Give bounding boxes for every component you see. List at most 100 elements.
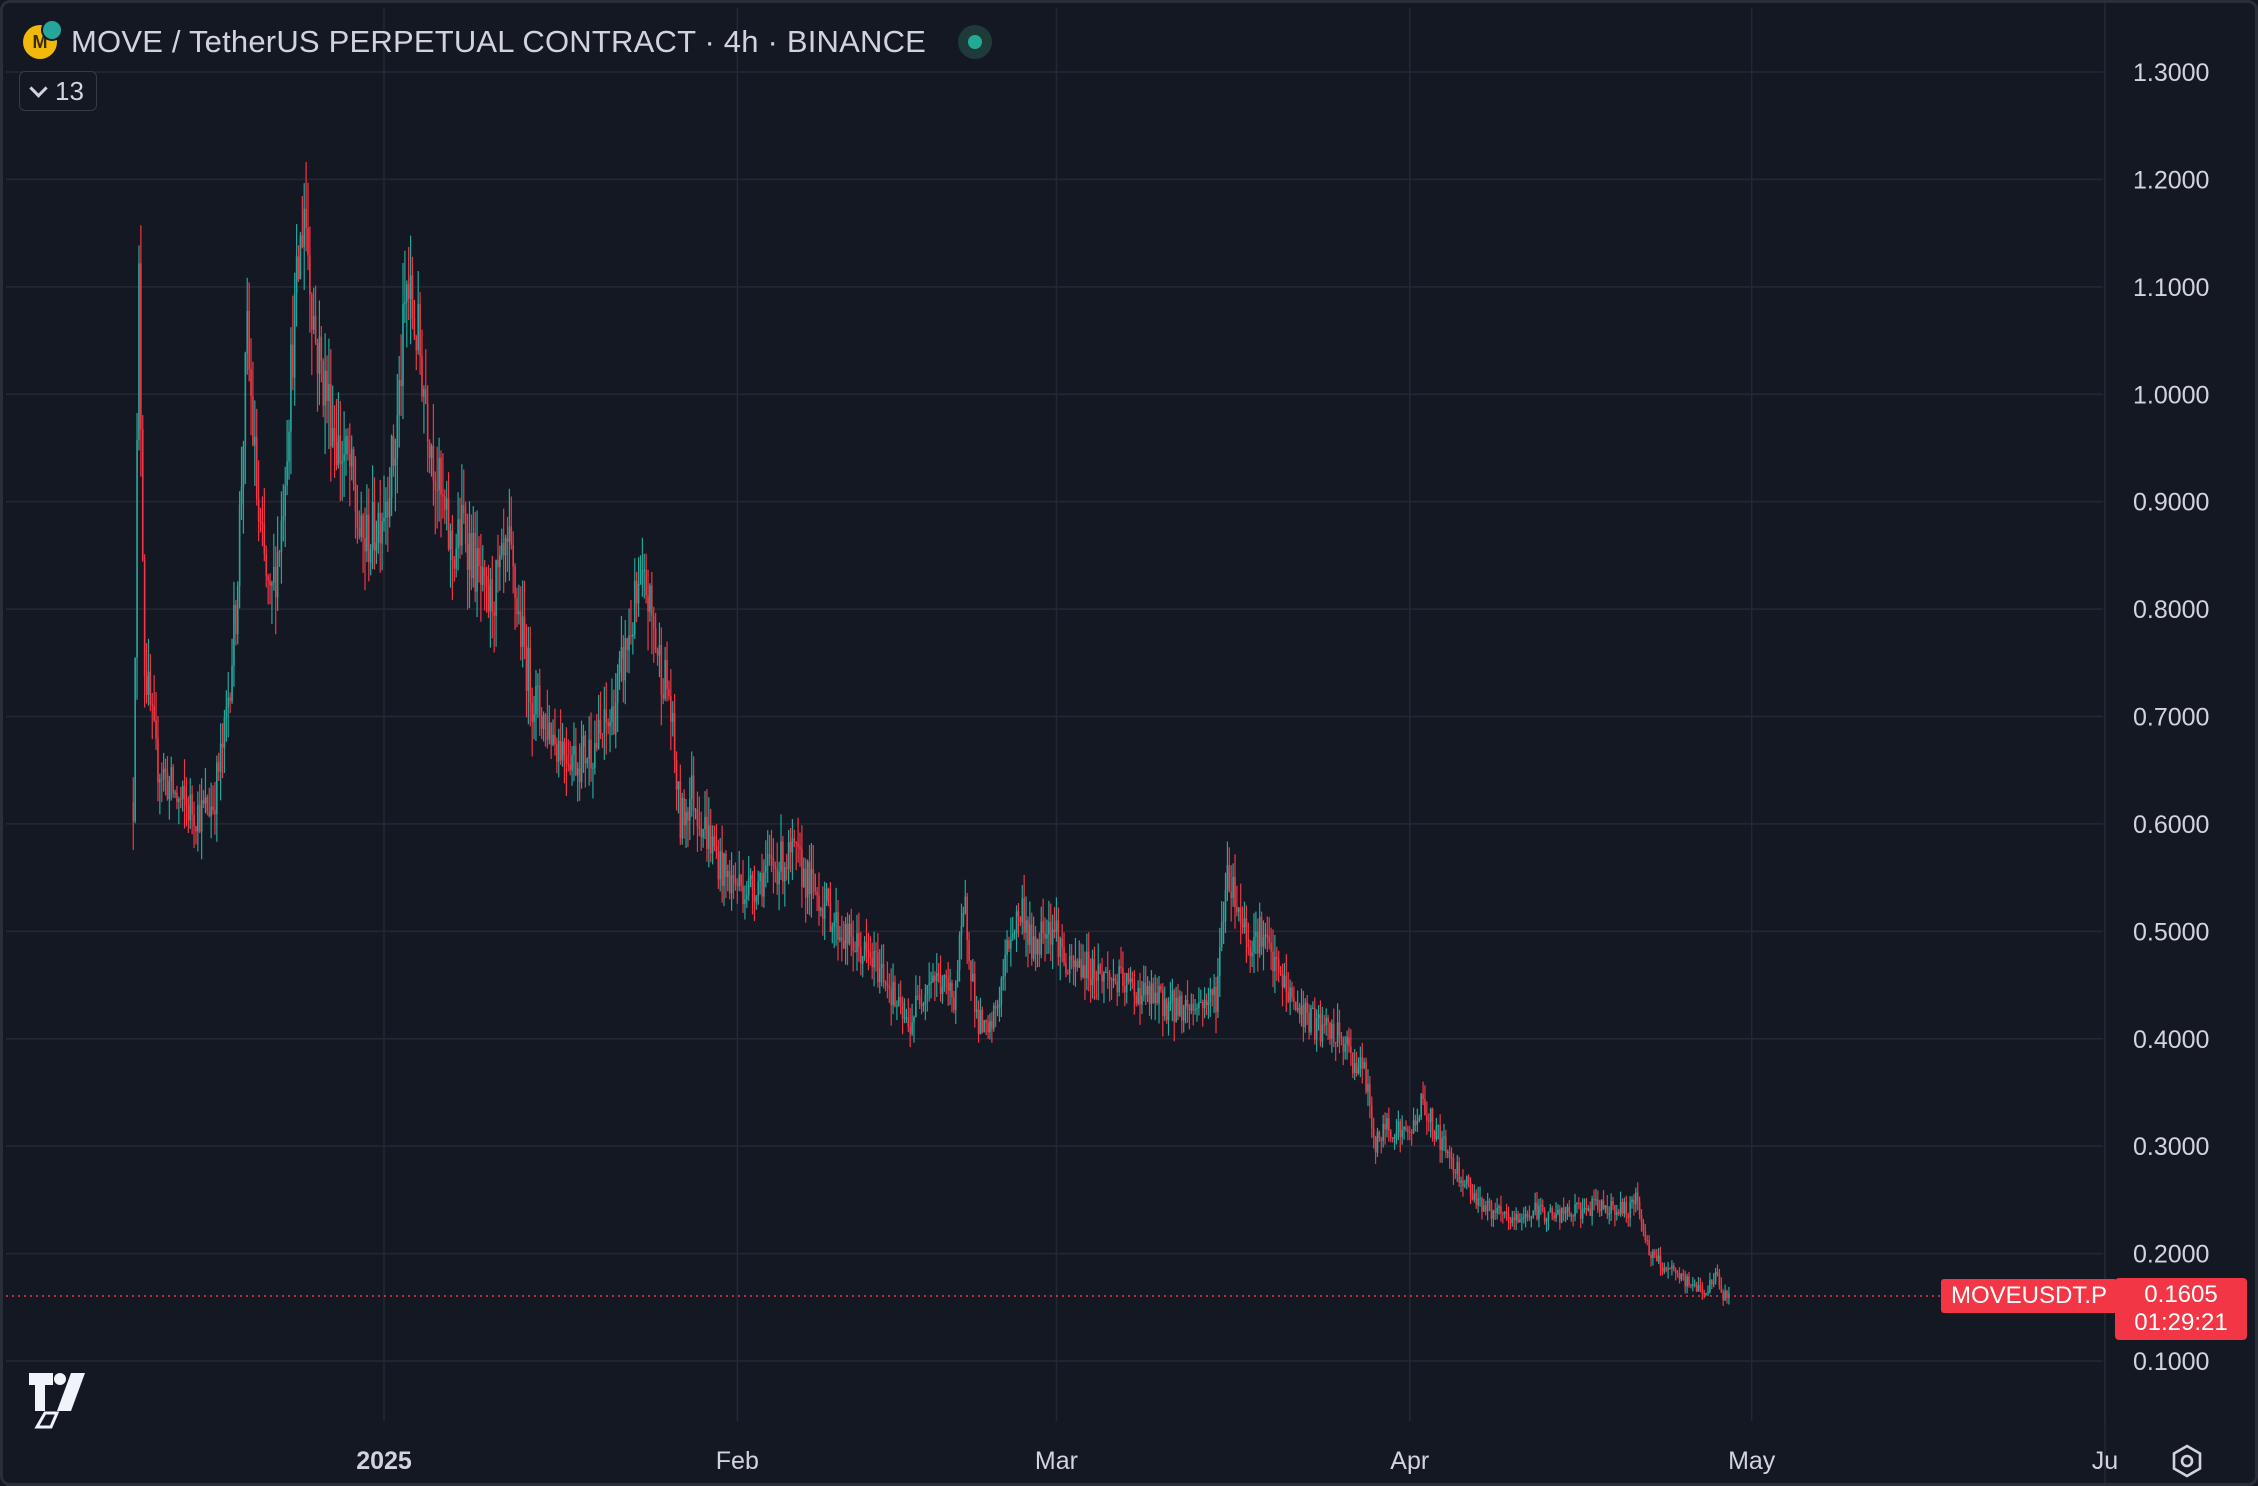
- candle: [373, 477, 376, 570]
- candle: [662, 678, 665, 705]
- candle: [195, 825, 197, 845]
- candle: [176, 785, 178, 810]
- candle: [1030, 912, 1033, 966]
- candle: [1724, 1284, 1726, 1301]
- candle: [597, 694, 600, 750]
- candle: [1365, 1057, 1367, 1095]
- candle: [242, 440, 245, 534]
- candle: [1598, 1199, 1601, 1217]
- candle: [442, 453, 444, 519]
- candle: [844, 916, 847, 965]
- y-tick-label: 0.7000: [2133, 704, 2209, 732]
- candle: [1663, 1262, 1666, 1275]
- candlestick-chart[interactable]: 1.3000 1.2000 1.1000 1.0000 0.9000 0.8000 0.70…: [3, 3, 2258, 1486]
- candle: [1604, 1205, 1607, 1214]
- coin-logo-icon: M: [23, 19, 63, 59]
- candle: [882, 944, 885, 989]
- candle: [1522, 1207, 1525, 1224]
- candle: [1351, 1052, 1354, 1079]
- candle: [896, 1000, 898, 1021]
- candle: [250, 338, 252, 436]
- candle: [803, 857, 805, 888]
- candle: [525, 624, 528, 718]
- candle: [877, 933, 879, 988]
- settings-icon[interactable]: [2169, 1443, 2205, 1479]
- market-status-icon[interactable]: [958, 25, 993, 59]
- x-tick-label: Ju: [2092, 1447, 2118, 1475]
- candle: [1192, 993, 1195, 1026]
- candle: [1534, 1192, 1536, 1216]
- candle: [280, 491, 283, 584]
- candle: [1108, 969, 1111, 1002]
- x-tick-label: Feb: [716, 1447, 759, 1475]
- candle: [219, 723, 222, 801]
- candle: [495, 559, 497, 647]
- candle: [193, 801, 195, 848]
- candle: [878, 949, 881, 994]
- candle: [1500, 1195, 1502, 1222]
- price-axis[interactable]: 1.3000 1.2000 1.1000 1.0000 0.9000 0.8000 0.70…: [2133, 59, 2209, 1376]
- candle: [1393, 1134, 1396, 1150]
- candle: [816, 887, 818, 912]
- candle: [1403, 1125, 1405, 1140]
- candle: [1676, 1270, 1679, 1278]
- candle: [447, 472, 450, 552]
- candle: [265, 545, 268, 588]
- x-tick-label: Mar: [1035, 1447, 1078, 1475]
- candle: [953, 990, 955, 1014]
- candle: [972, 959, 974, 983]
- candle: [331, 385, 334, 449]
- candle: [1657, 1247, 1660, 1264]
- tradingview-logo[interactable]: [27, 1367, 89, 1429]
- candle: [839, 925, 841, 943]
- candle: [1646, 1235, 1649, 1246]
- candle: [1560, 1207, 1563, 1224]
- candle: [622, 635, 625, 703]
- candle: [1150, 970, 1153, 1020]
- candle: [1099, 963, 1101, 975]
- candle: [687, 807, 689, 847]
- x-tick-label: 2025: [356, 1447, 412, 1475]
- candle: [1581, 1198, 1584, 1224]
- candle: [656, 647, 659, 666]
- candle: [698, 796, 701, 837]
- candle: [1135, 991, 1138, 1007]
- candle: [1080, 943, 1082, 981]
- candle: [1498, 1204, 1500, 1215]
- candle: [791, 818, 794, 880]
- candle: [519, 586, 522, 661]
- candle: [481, 545, 484, 592]
- candle: [599, 691, 602, 740]
- candle: [916, 985, 919, 1001]
- candle: [531, 687, 533, 757]
- time-axis[interactable]: 2025 Feb Mar Apr May Ju: [356, 1447, 2118, 1475]
- candle: [267, 573, 269, 605]
- candle: [1327, 1014, 1329, 1040]
- candle: [225, 690, 228, 742]
- symbol-title[interactable]: MOVE / TetherUS PERPETUAL CONTRACT · 4h …: [71, 24, 927, 59]
- candle: [322, 358, 325, 418]
- candle: [1230, 865, 1233, 922]
- candle: [1141, 980, 1143, 1015]
- candle: [1346, 1030, 1348, 1060]
- candle: [443, 489, 446, 524]
- candle: [1211, 988, 1214, 1007]
- candle: [141, 415, 144, 562]
- candle: [1165, 997, 1168, 1024]
- candle: [586, 757, 589, 769]
- candle: [371, 465, 374, 570]
- candle: [1640, 1209, 1643, 1232]
- candle: [1078, 940, 1081, 968]
- candle: [1709, 1272, 1711, 1294]
- candle: [1557, 1204, 1559, 1216]
- candle: [632, 622, 634, 655]
- candle: [920, 989, 923, 1015]
- indicators-toggle-button[interactable]: 13: [19, 71, 97, 111]
- candle: [457, 492, 459, 571]
- candle: [320, 326, 323, 383]
- candle: [419, 291, 421, 375]
- candle: [977, 1000, 980, 1043]
- candle: [1032, 916, 1035, 962]
- candle: [1139, 972, 1141, 1025]
